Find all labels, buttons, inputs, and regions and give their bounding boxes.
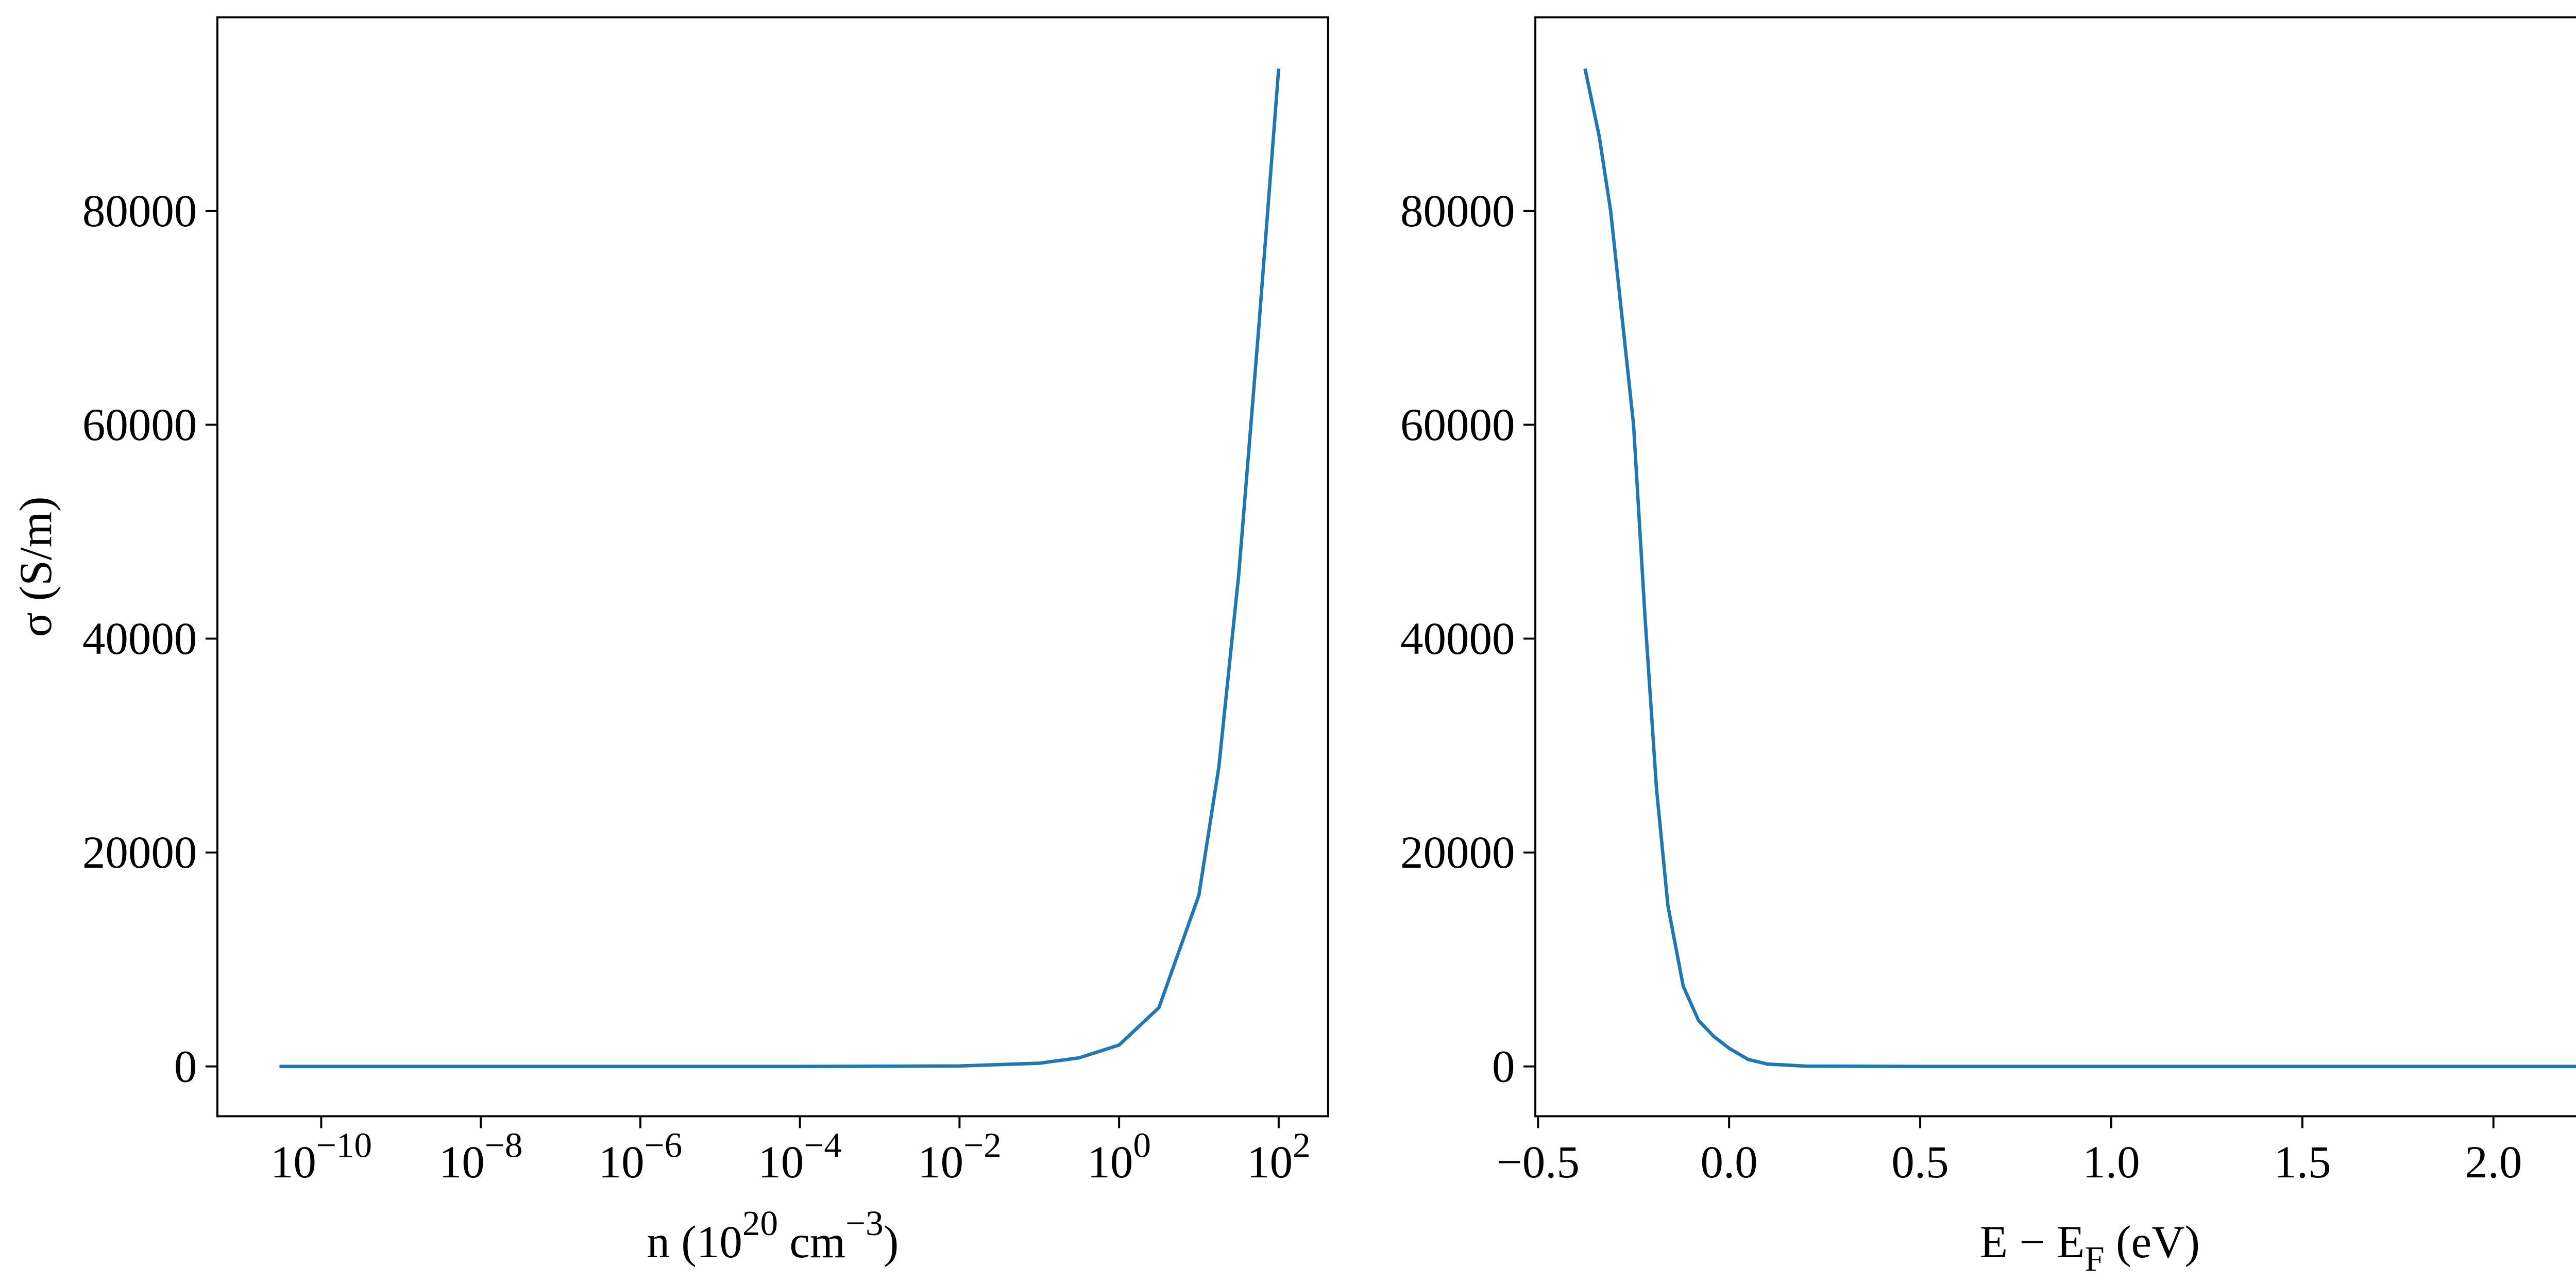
y-axis-label: σ (S/m) [11, 496, 61, 637]
plot-frame [1534, 16, 2576, 1118]
x-tick-label: 1.5 [2274, 1137, 2331, 1188]
x-tick-base: 10 [439, 1137, 485, 1188]
x-tick-exponent: −4 [804, 1125, 842, 1165]
x-tick-base: 10 [1087, 1137, 1133, 1188]
x-tick-label: 2.0 [2465, 1137, 2522, 1188]
x-tick-base: 10 [1247, 1137, 1293, 1188]
x-axis-label-part: 20 [742, 1203, 778, 1243]
x-tick-base: 1.5 [2274, 1137, 2331, 1188]
data-line [279, 68, 1281, 1068]
x-tick-base: 10 [599, 1137, 645, 1188]
x-tick-exponent: −10 [316, 1125, 372, 1165]
y-tick-label: 20000 [82, 828, 197, 878]
plot-frame [216, 16, 1329, 1118]
x-tick-exponent: −8 [485, 1125, 523, 1165]
x-tick-base: −0.5 [1497, 1137, 1580, 1188]
x-tick-label: 10−4 [758, 1125, 842, 1188]
x-tick-base: 0.0 [1701, 1137, 1758, 1188]
y-tick-label: 20000 [1400, 828, 1515, 878]
x-axis-label-part: (eV) [2105, 1217, 2200, 1268]
x-axis-label-part: cm [778, 1217, 845, 1268]
x-tick-label: 0.5 [1891, 1137, 1948, 1188]
y-tick-label: 60000 [1400, 400, 1515, 450]
x-axis-label-part: ) [884, 1217, 899, 1268]
x-tick-base: 1.0 [2082, 1137, 2140, 1188]
x-axis-label: n (1020 cm−3) [647, 1203, 899, 1268]
x-tick-label: 102 [1247, 1125, 1311, 1188]
x-tick-exponent: −2 [963, 1125, 1002, 1165]
x-tick-label: 1.0 [2082, 1137, 2140, 1188]
x-tick-base: 10 [270, 1137, 316, 1188]
x-axis-label-part: F [2084, 1239, 2105, 1278]
x-tick-base: 0.5 [1891, 1137, 1948, 1188]
x-tick-label: 10−2 [918, 1125, 1002, 1188]
y-tick-label: 40000 [1400, 614, 1515, 664]
x-tick-base: 2.0 [2465, 1137, 2522, 1188]
y-tick-label: 40000 [82, 614, 197, 664]
x-axis-label-part: E − E [1980, 1217, 2084, 1268]
data-line [1583, 68, 2576, 1068]
x-tick-label: 10−6 [599, 1125, 683, 1188]
x-tick-label: 10−10 [270, 1125, 372, 1188]
x-tick-label: 100 [1087, 1125, 1151, 1188]
y-tick-label: 0 [1492, 1041, 1515, 1092]
x-tick-exponent: −6 [645, 1125, 683, 1165]
x-axis-label-part: n (10 [647, 1217, 742, 1268]
y-tick-label: 0 [174, 1041, 197, 1092]
x-tick-label: 0.0 [1701, 1137, 1758, 1188]
x-tick-base: 10 [758, 1137, 804, 1188]
y-tick-label: 80000 [1400, 186, 1515, 237]
x-tick-exponent: 2 [1293, 1125, 1311, 1165]
y-tick-label: 60000 [82, 400, 197, 450]
y-tick-label: 80000 [82, 186, 197, 237]
x-tick-exponent: 0 [1133, 1125, 1151, 1165]
x-tick-label: −0.5 [1497, 1137, 1580, 1188]
x-axis-label: E − EF (eV) [1980, 1217, 2200, 1278]
x-tick-base: 10 [918, 1137, 963, 1188]
x-axis-label-part: −3 [845, 1203, 884, 1243]
x-tick-label: 10−8 [439, 1125, 523, 1188]
